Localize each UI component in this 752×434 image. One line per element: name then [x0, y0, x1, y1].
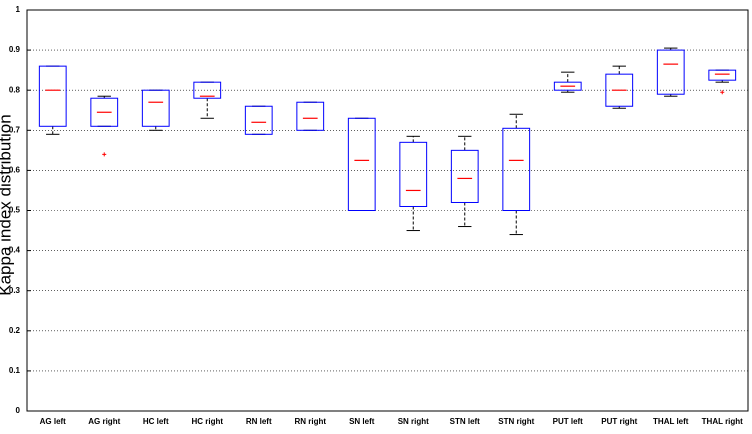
box — [450, 149, 479, 203]
x-tick-label: SN right — [398, 417, 429, 426]
x-tick-label: RN right — [294, 417, 326, 426]
x-tick-label: AG right — [88, 417, 120, 426]
box — [38, 65, 67, 127]
box — [708, 69, 737, 81]
box — [193, 81, 222, 99]
y-tick-label: 0.1 — [9, 366, 21, 375]
box — [553, 81, 582, 91]
x-tick-label: SN left — [349, 417, 375, 426]
box — [296, 101, 325, 131]
y-tick-label: 0.5 — [9, 206, 21, 215]
outlier — [102, 152, 107, 157]
x-tick-label: THAL right — [702, 417, 744, 426]
y-tick-label: 1 — [16, 5, 21, 14]
x-tick-label: STN left — [450, 417, 481, 426]
x-tick-label: THAL left — [653, 417, 689, 426]
x-tick-label: PUT right — [601, 417, 637, 426]
y-tick-label: 0.2 — [9, 326, 21, 335]
y-tick-label: 0.8 — [9, 85, 21, 94]
plot-frame — [26, 9, 749, 412]
y-tick-label: 0.7 — [9, 125, 21, 134]
y-axis-label: Kappa index distribution — [0, 114, 14, 295]
outlier — [720, 90, 725, 95]
y-tick-label: 0 — [16, 406, 21, 415]
y-tick-label: 0.6 — [9, 166, 21, 175]
y-tick-label: 0.9 — [9, 45, 21, 54]
x-tick-label: HC right — [191, 417, 223, 426]
x-tick-label: AG left — [40, 417, 67, 426]
box — [141, 89, 170, 127]
y-tick-label: 0.3 — [9, 286, 21, 295]
box — [502, 127, 531, 211]
box — [399, 141, 428, 207]
box — [347, 117, 376, 211]
box — [605, 73, 634, 107]
box — [244, 105, 273, 135]
x-tick-label: PUT left — [553, 417, 584, 426]
box — [90, 97, 119, 127]
x-tick-label: HC left — [143, 417, 169, 426]
x-tick-label: RN left — [246, 417, 272, 426]
y-tick-label: 0.4 — [9, 246, 21, 255]
box — [656, 49, 685, 95]
x-tick-label: STN right — [498, 417, 534, 426]
